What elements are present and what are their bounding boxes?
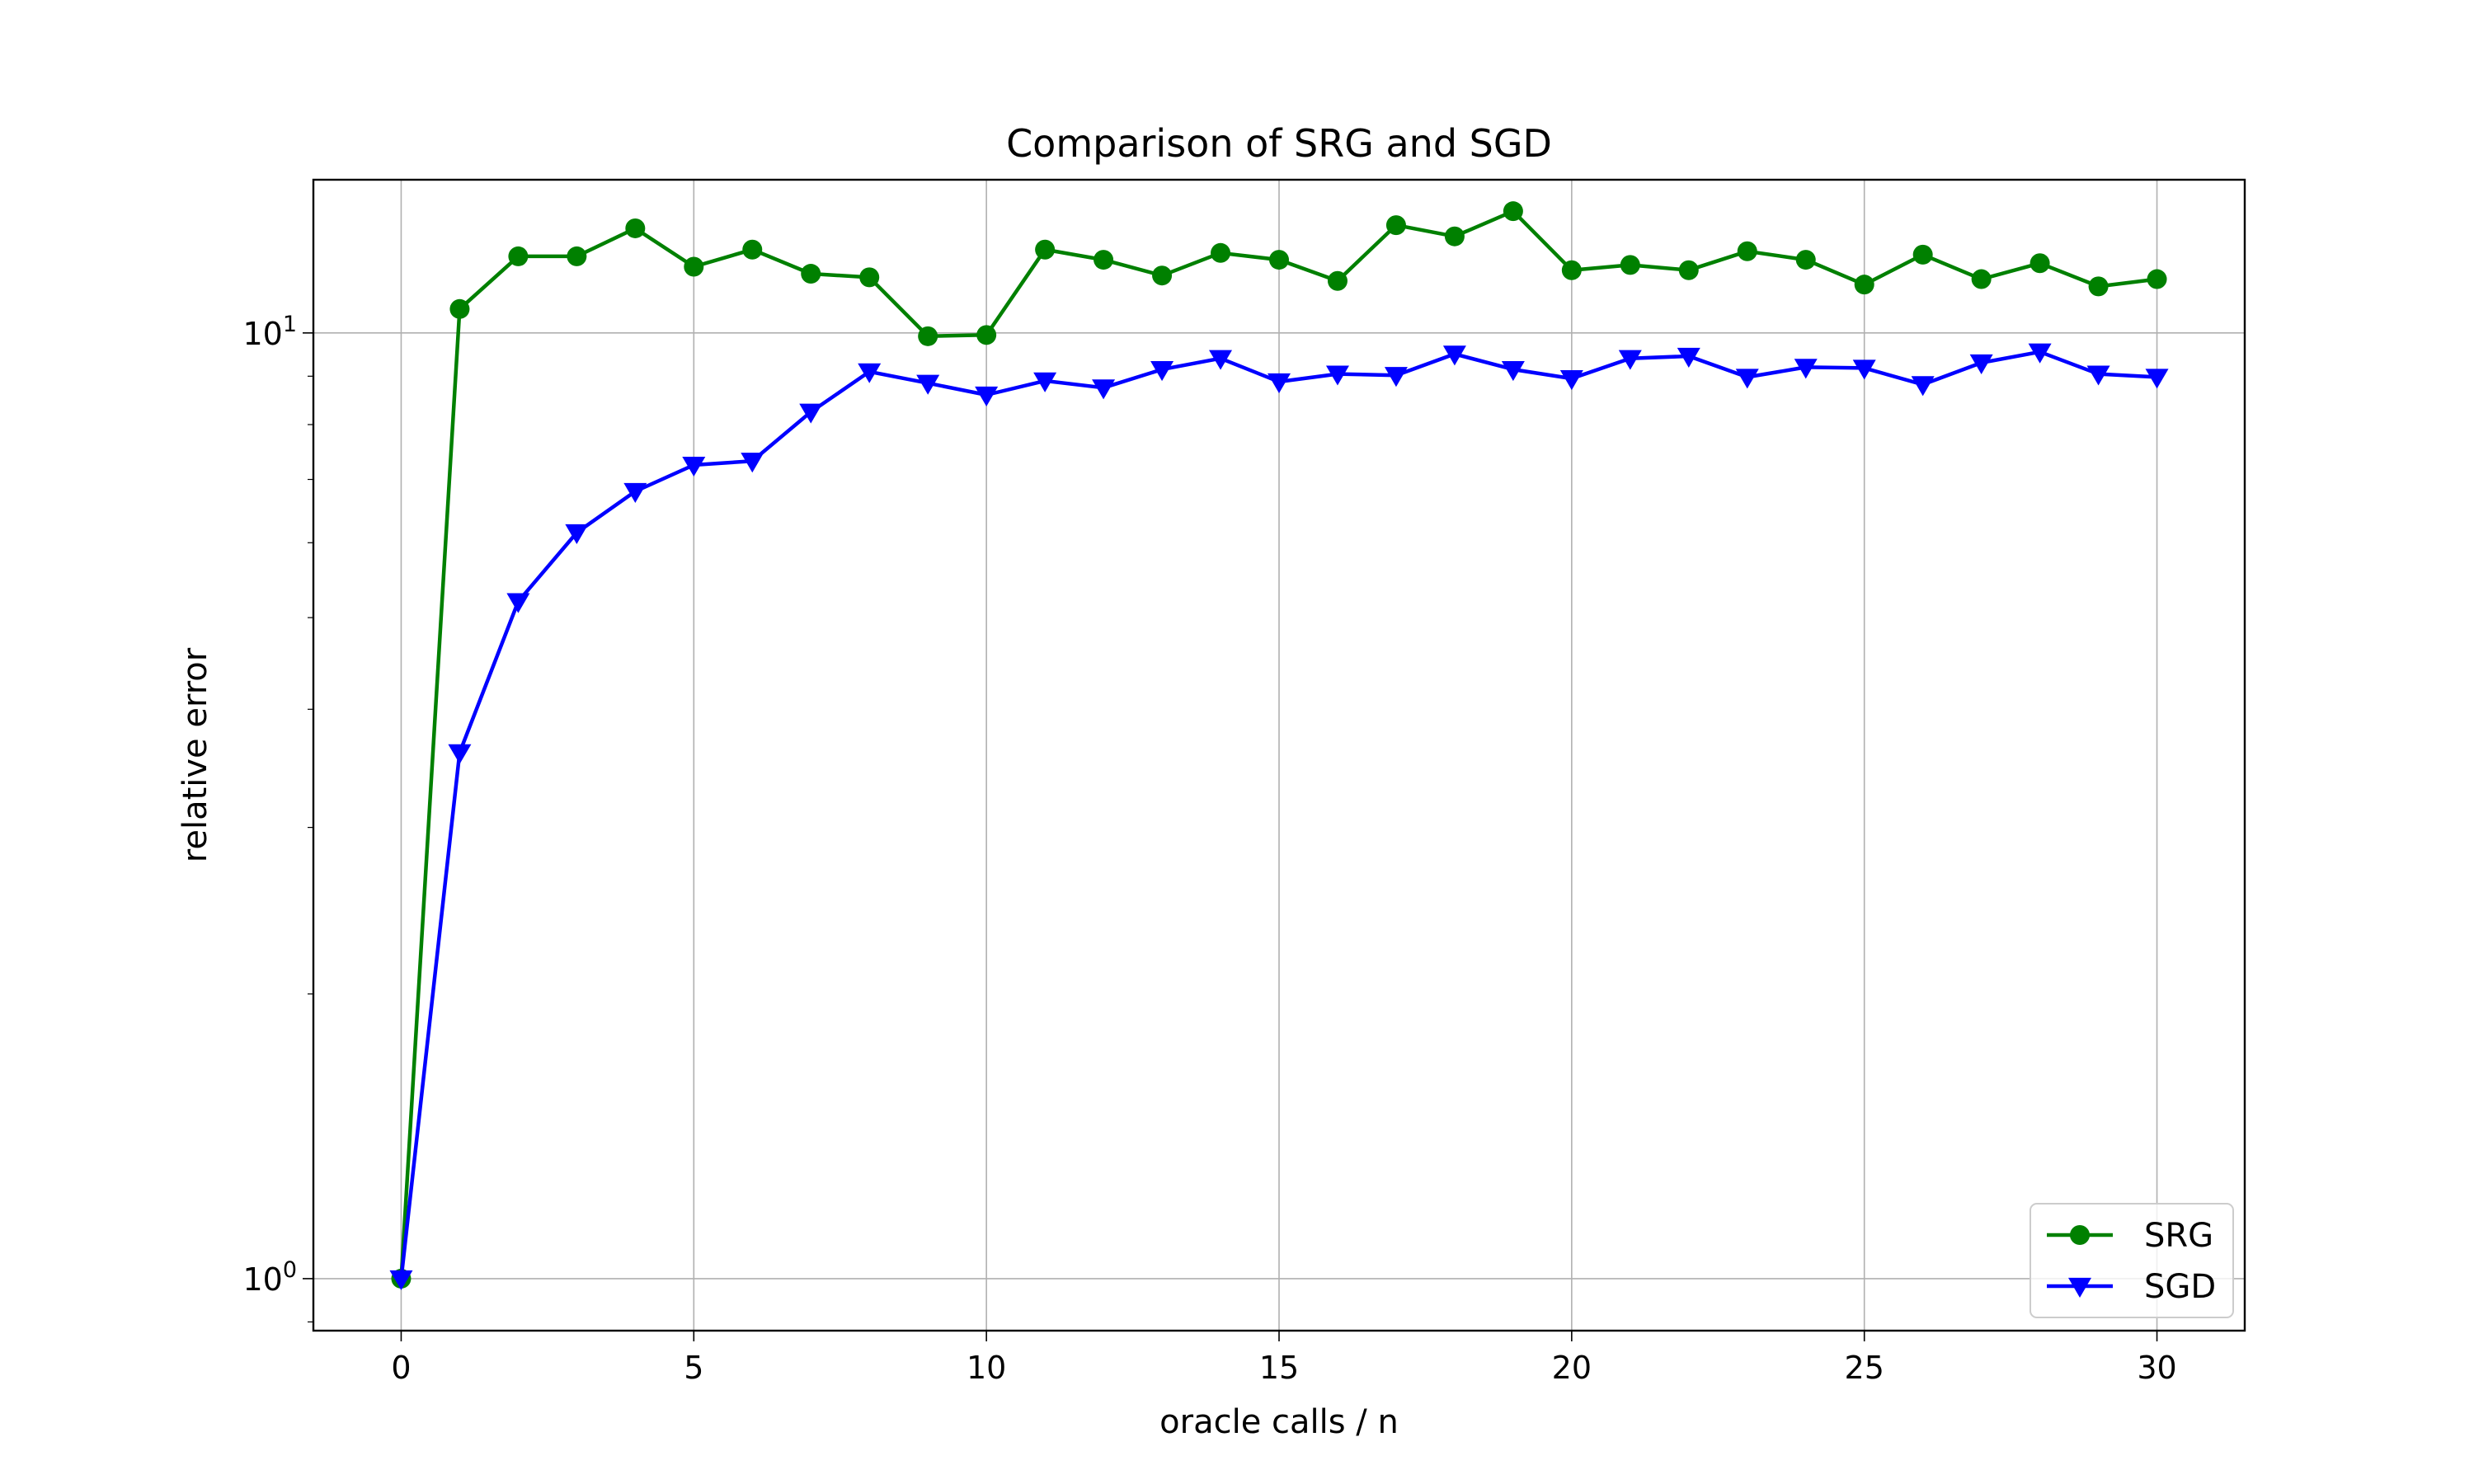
data-point-sgd — [2086, 365, 2110, 386]
data-point-srg — [1561, 260, 1582, 280]
data-point-srg — [1737, 241, 1757, 261]
data-point-sgd — [741, 453, 764, 473]
data-point-srg — [1269, 250, 1289, 270]
data-point-srg — [1912, 244, 1933, 265]
x-tick-label: 25 — [1845, 1350, 1884, 1386]
data-point-sgd — [1677, 347, 1700, 369]
x-tick-label: 5 — [684, 1350, 703, 1386]
data-point-srg — [1152, 265, 1173, 286]
x-axis: 0 5 10 15 20 25 30 — [391, 1331, 2177, 1386]
x-axis-label: oracle calls / n — [1159, 1403, 1399, 1441]
grid — [313, 180, 2245, 1331]
data-point-srg — [1094, 250, 1114, 270]
x-tick-label: 10 — [967, 1350, 1006, 1386]
y-tick-label: 101 — [242, 312, 297, 352]
data-point-srg — [684, 256, 704, 277]
data-point-sgd — [1911, 376, 1935, 397]
data-point-sgd — [1268, 373, 1291, 394]
data-point-sgd — [1618, 350, 1642, 370]
data-point-sgd — [1501, 361, 1525, 382]
data-point-sgd — [623, 482, 647, 503]
data-point-srg — [1035, 239, 1056, 260]
y-tick-label: 100 — [242, 1257, 297, 1298]
data-point-sgd — [565, 524, 589, 545]
data-point-sgd — [2145, 369, 2169, 389]
legend-label-srg: SRG — [2144, 1217, 2213, 1255]
data-point-srg — [742, 239, 763, 260]
data-point-sgd — [1092, 379, 1116, 400]
data-point-srg — [449, 298, 470, 319]
data-point-srg — [859, 267, 880, 288]
legend-marker-srg — [2070, 1225, 2090, 1245]
data-point-srg — [1385, 215, 1406, 236]
data-point-sgd — [2028, 343, 2052, 364]
data-point-srg — [2030, 253, 2050, 274]
x-tick-label: 0 — [391, 1350, 411, 1386]
data-point-srg — [2088, 276, 2109, 297]
data-point-sgd — [858, 363, 882, 383]
data-point-sgd — [389, 1270, 413, 1290]
x-tick-label: 20 — [1552, 1350, 1592, 1386]
data-point-sgd — [1209, 350, 1233, 370]
data-point-sgd — [682, 456, 706, 477]
data-point-srg — [508, 246, 529, 266]
data-point-srg — [567, 246, 587, 266]
data-point-srg — [625, 218, 646, 238]
data-point-sgd — [1852, 359, 1876, 380]
data-point-srg — [2147, 269, 2167, 289]
data-point-srg — [1327, 270, 1348, 291]
x-tick-label: 15 — [1259, 1350, 1299, 1386]
data-point-srg — [801, 264, 821, 284]
data-point-srg — [1795, 250, 1816, 270]
data-point-sgd — [1559, 370, 1583, 391]
series-layer — [389, 201, 2169, 1290]
data-point-srg — [1620, 255, 1640, 275]
data-point-sgd — [1969, 354, 1993, 374]
data-point-sgd — [1325, 365, 1349, 386]
data-point-srg — [1854, 275, 1874, 295]
x-tick-label: 30 — [2137, 1350, 2176, 1386]
legend-label-sgd: SGD — [2144, 1268, 2216, 1306]
data-point-sgd — [1442, 345, 1466, 366]
data-point-sgd — [448, 744, 472, 764]
data-point-srg — [918, 326, 938, 346]
data-point-sgd — [1150, 361, 1174, 382]
y-axis: 100 101 — [242, 312, 313, 1322]
data-point-srg — [1971, 269, 1992, 289]
legend-entries: SRG SGD — [2047, 1217, 2216, 1306]
data-point-srg — [1503, 201, 1523, 222]
data-point-sgd — [1794, 359, 1818, 379]
series-sgd — [389, 343, 2169, 1290]
data-point-sgd — [799, 403, 823, 424]
data-point-sgd — [1033, 372, 1057, 392]
data-point-srg — [1678, 260, 1699, 280]
data-point-sgd — [916, 374, 940, 395]
data-point-sgd — [1735, 369, 1759, 389]
legend: SRG SGD — [2030, 1203, 2234, 1318]
data-point-srg — [1211, 242, 1231, 263]
data-point-sgd — [1384, 367, 1408, 387]
data-point-sgd — [975, 386, 999, 406]
chart-title: Comparison of SRG and SGD — [1006, 121, 1552, 166]
y-axis-label: relative error — [176, 647, 214, 862]
data-point-sgd — [506, 593, 530, 613]
data-point-srg — [976, 325, 997, 345]
legend-marker-sgd — [2068, 1277, 2091, 1298]
data-point-srg — [1444, 226, 1465, 247]
